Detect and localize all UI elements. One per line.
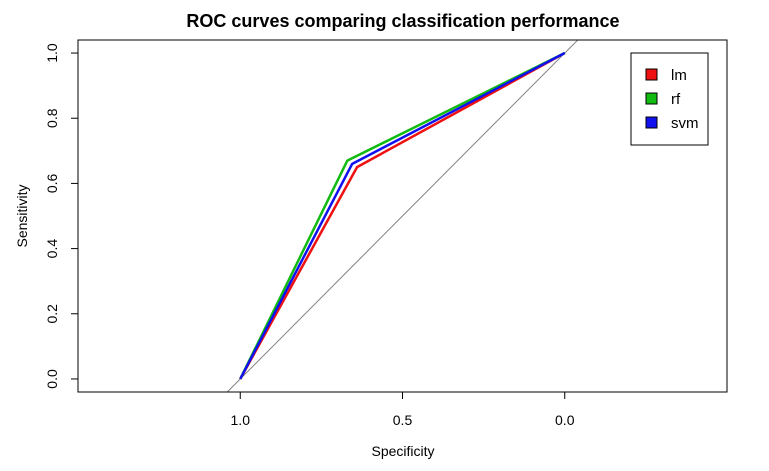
y-tick-label: 1.0: [44, 43, 60, 63]
legend-box: [630, 52, 709, 146]
y-tick-label: 0.8: [44, 108, 60, 128]
y-tick-label: 0.0: [44, 369, 60, 389]
series-line-lm: [239, 51, 566, 380]
legend-label-rf: rf: [671, 91, 681, 108]
y-tick-label: 0.6: [44, 173, 60, 193]
x-tick-label: 0.5: [393, 412, 413, 428]
x-axis-label: Specificity: [371, 443, 434, 459]
x-tick-label: 0.0: [555, 412, 575, 428]
series-line-svm: [239, 51, 566, 380]
x-axis: 1.0 0.5 0.0: [231, 391, 575, 428]
legend-label-lm: lm: [671, 67, 687, 84]
y-axis: 0.0 0.2 0.4 0.6 0.8 1.0: [44, 43, 79, 389]
reference-diagonal-line: [226, 40, 579, 392]
x-tick-label: 1.0: [231, 412, 251, 428]
legend: lm rf svm: [630, 52, 709, 146]
y-axis-label: Sensitivity: [14, 184, 30, 247]
y-tick-label: 0.2: [44, 304, 60, 324]
legend-swatch-svm: [645, 116, 658, 129]
y-tick-label: 0.4: [44, 239, 60, 259]
series-line-rf: [239, 51, 566, 380]
plot-area: [226, 40, 579, 392]
legend-swatch-rf: [645, 92, 658, 105]
legend-label-svm: svm: [671, 115, 699, 132]
legend-swatch-lm: [645, 68, 658, 81]
chart-title: ROC curves comparing classification perf…: [186, 11, 619, 31]
